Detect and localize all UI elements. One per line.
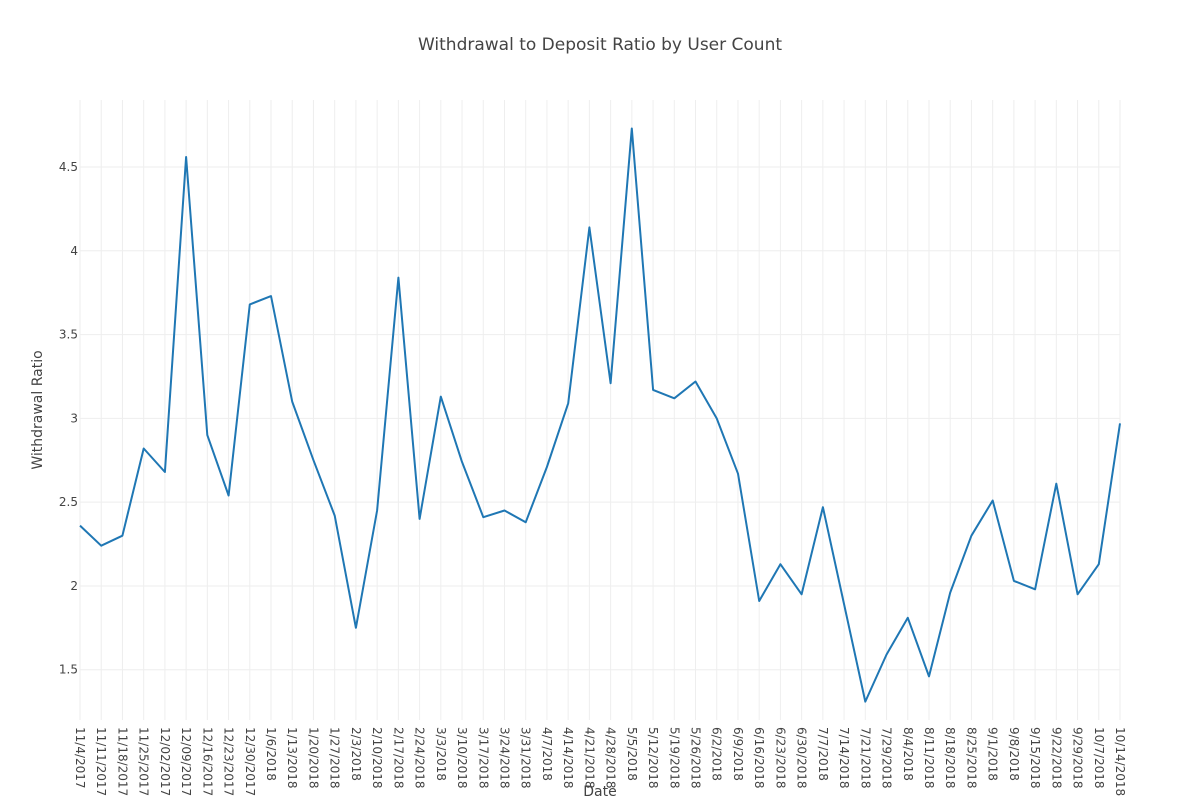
x-axis-title: Date	[583, 784, 616, 800]
x-tick-label: 5/12/2018	[646, 727, 660, 789]
x-tick-label: 7/21/2018	[858, 727, 872, 789]
x-tick-label: 6/9/2018	[731, 727, 745, 781]
x-tick-label: 11/11/2017	[94, 727, 108, 796]
x-tick-label: 1/20/2018	[306, 727, 320, 789]
x-tick-label: 11/25/2017	[137, 727, 151, 796]
y-tick-label: 2	[70, 579, 78, 593]
series-group	[79, 127, 1121, 703]
x-tick-label: 1/27/2018	[328, 727, 342, 789]
x-tick-label: 4/28/2018	[604, 727, 618, 789]
x-tick-label: 5/5/2018	[625, 727, 639, 781]
x-tick-label: 5/26/2018	[689, 727, 703, 789]
y-tick-label: 3	[70, 411, 78, 425]
x-tick-label: 12/16/2017	[200, 727, 214, 796]
x-tick-label: 7/14/2018	[837, 727, 851, 789]
x-tick-label: 3/3/2018	[434, 727, 448, 781]
x-tick-label: 8/4/2018	[901, 727, 915, 781]
x-tick-label: 3/24/2018	[497, 727, 511, 789]
x-tick-label: 8/25/2018	[964, 727, 978, 789]
x-tick-label: 1/6/2018	[264, 727, 278, 781]
x-tick-label: 11/4/2017	[73, 727, 87, 789]
x-tick-label: 3/10/2018	[455, 727, 469, 789]
y-axis-title: Withdrawal Ratio	[30, 350, 46, 469]
y-gridlines	[80, 166, 1120, 671]
y-tick-label: 2.5	[59, 495, 78, 509]
chart-title: Withdrawal to Deposit Ratio by User Coun…	[418, 35, 782, 55]
x-tick-label: 12/23/2017	[222, 727, 236, 796]
x-tick-label: 2/17/2018	[391, 727, 405, 789]
x-tick-label: 8/18/2018	[943, 727, 957, 789]
x-tick-label: 10/7/2018	[1092, 727, 1106, 789]
x-tick-label: 1/13/2018	[285, 727, 299, 789]
x-tick-labels: 11/4/2017 11/11/2017 11/18/2017 11/25/2017 1…	[73, 727, 1127, 796]
x-gridlines	[79, 100, 1121, 720]
y-tick-label: 1.5	[59, 663, 78, 677]
x-tick-label: 7/7/2018	[816, 727, 830, 781]
y-tick-label: 3.5	[59, 328, 78, 342]
x-tick-label: 9/1/2018	[986, 727, 1000, 781]
y-tick-labels: 1.5 2 2.5 3 3.5 4 4.5	[59, 160, 78, 677]
x-tick-label: 4/14/2018	[561, 727, 575, 789]
x-tick-label: 12/09/2017	[179, 727, 193, 796]
x-tick-label: 2/3/2018	[349, 727, 363, 781]
x-tick-label: 3/17/2018	[476, 727, 490, 789]
x-tick-label: 5/19/2018	[667, 727, 681, 789]
x-tick-label: 7/29/2018	[880, 727, 894, 789]
x-tick-label: 3/31/2018	[519, 727, 533, 789]
x-tick-label: 6/16/2018	[752, 727, 766, 789]
y-tick-label: 4.5	[59, 160, 78, 174]
x-tick-label: 6/23/2018	[773, 727, 787, 789]
x-tick-label: 9/22/2018	[1049, 727, 1063, 789]
x-tick-label: 12/02/2017	[158, 727, 172, 796]
x-tick-label: 2/24/2018	[413, 727, 427, 789]
x-tick-label: 6/2/2018	[710, 727, 724, 781]
x-tick-label: 9/8/2018	[1007, 727, 1021, 781]
x-tick-label: 11/18/2017	[115, 727, 129, 796]
x-tick-label: 4/21/2018	[582, 727, 596, 789]
x-tick-label: 9/15/2018	[1028, 727, 1042, 789]
x-tick-label: 10/14/2018	[1113, 727, 1127, 796]
x-tick-label: 6/30/2018	[795, 727, 809, 789]
x-tick-label: 4/7/2018	[540, 727, 554, 781]
x-tick-label: 2/10/2018	[370, 727, 384, 789]
x-tick-label: 9/29/2018	[1071, 727, 1085, 789]
series-line	[79, 127, 1121, 703]
y-tick-label: 4	[70, 244, 78, 258]
x-tick-label: 12/30/2017	[243, 727, 257, 796]
x-tick-label: 8/11/2018	[922, 727, 936, 789]
